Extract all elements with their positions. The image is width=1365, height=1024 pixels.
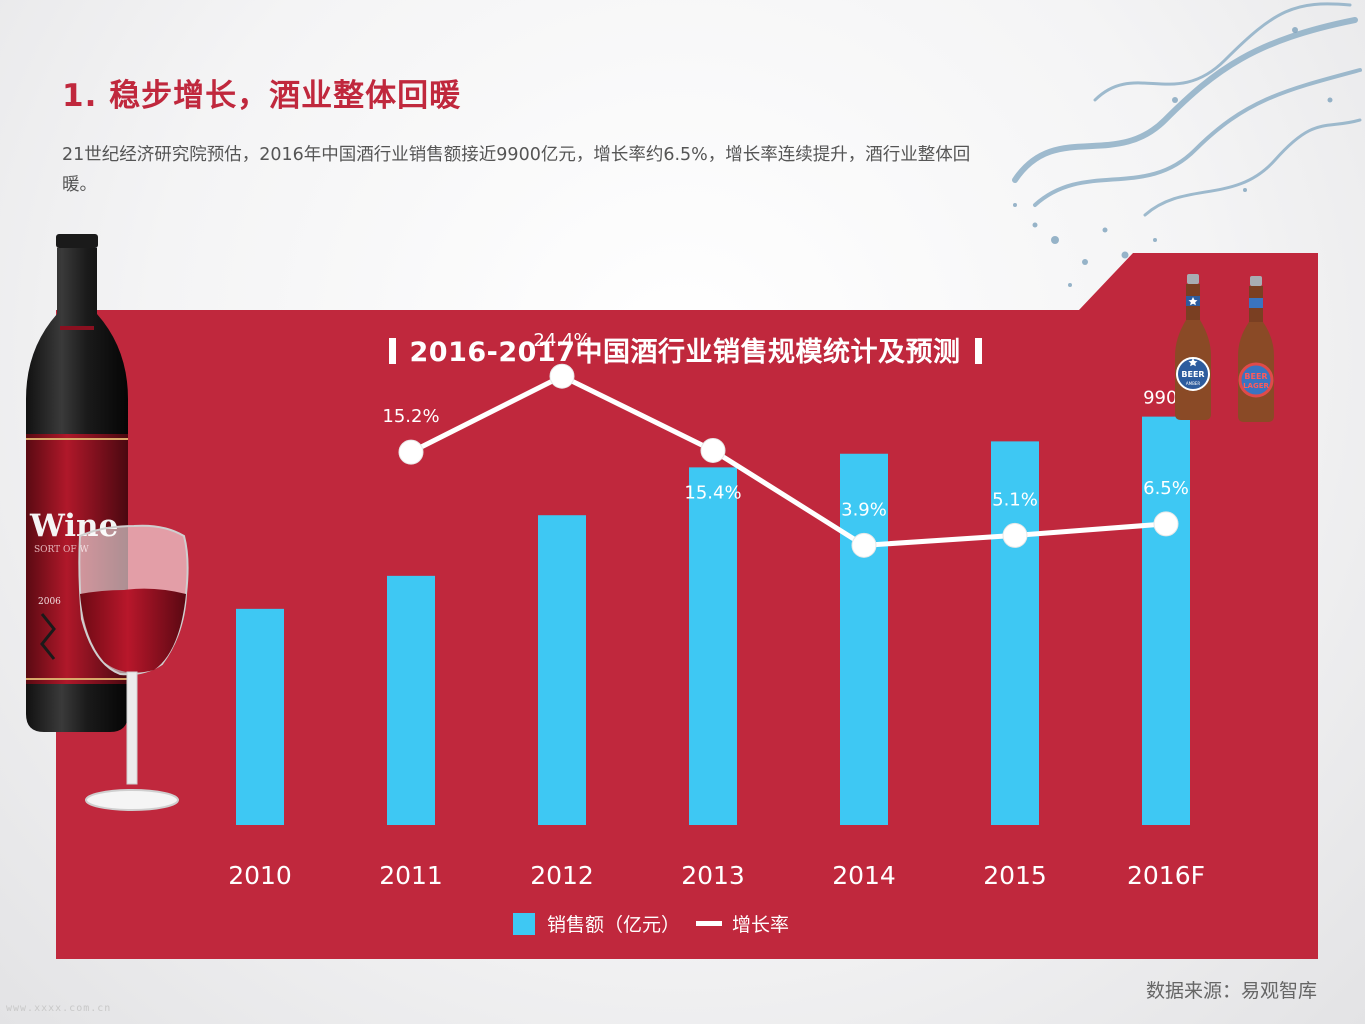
x-tick-2011: 2011 bbox=[379, 861, 443, 890]
watermark: www.xxxx.com.cn bbox=[6, 1003, 112, 1014]
growth-value-label: 5.1% bbox=[992, 489, 1038, 510]
beer1-sublabel: AMBER bbox=[1186, 381, 1200, 386]
page-heading: 1. 稳步增长，酒业整体回暖 bbox=[62, 78, 462, 114]
x-tick-2010: 2010 bbox=[228, 861, 292, 890]
beer2-label: BEER bbox=[1244, 372, 1267, 381]
beer2-sublabel: LAGER bbox=[1243, 382, 1269, 390]
chart-legend: 销售额（亿元） 增长率 bbox=[513, 910, 789, 937]
bar-2010 bbox=[236, 608, 284, 825]
bar-series: 9900 bbox=[236, 388, 1190, 825]
bar-2015 bbox=[991, 441, 1039, 825]
bar-2014 bbox=[840, 453, 888, 825]
growth-line bbox=[409, 373, 1167, 548]
growth-point-2015 bbox=[1002, 522, 1028, 548]
x-tick-2016F: 2016F bbox=[1127, 861, 1205, 890]
x-tick-2012: 2012 bbox=[530, 861, 594, 890]
beer1-label: BEER bbox=[1181, 370, 1204, 379]
chart-title: 2016-2017中国酒行业销售规模统计及预测 bbox=[365, 330, 1005, 369]
legend-bar-label: 销售额（亿元） bbox=[547, 914, 681, 936]
bar-2011 bbox=[387, 575, 435, 825]
growth-point-2013 bbox=[700, 437, 726, 463]
legend-line-swatch bbox=[696, 921, 723, 926]
wine-year: 2006 bbox=[38, 597, 61, 607]
x-axis-ticks: 2010 2011 2012 2013 2014 2015 2016F bbox=[228, 861, 1205, 890]
growth-value-label: 15.2% bbox=[382, 406, 439, 427]
data-source: 数据来源：易观智库 bbox=[1145, 980, 1317, 1002]
x-tick-2015: 2015 bbox=[983, 861, 1047, 890]
growth-point-2016F bbox=[1153, 511, 1179, 537]
water-splash-image bbox=[1012, 2, 1362, 287]
legend-line-label: 增长率 bbox=[732, 914, 790, 936]
growth-point-2012 bbox=[549, 363, 575, 389]
chart-panel bbox=[56, 253, 1318, 959]
growth-point-2014 bbox=[851, 532, 877, 558]
bar-2013 bbox=[689, 467, 737, 825]
wine-sublabel: SORT OF W bbox=[34, 545, 90, 555]
beer-bottles-image: BEER AMBER BEER LAGER bbox=[1175, 274, 1274, 422]
bar-2016F bbox=[1142, 416, 1190, 825]
title-left-marker bbox=[388, 338, 396, 364]
growth-value-label: 6.5% bbox=[1143, 478, 1189, 499]
x-tick-2013: 2013 bbox=[681, 861, 745, 890]
growth-value-label: 3.9% bbox=[841, 499, 887, 520]
title-right-marker bbox=[974, 338, 982, 364]
growth-value-label: 24.4% bbox=[533, 330, 590, 351]
intro-paragraph: 21世纪经济研究院预估，2016年中国酒行业销售额接近9900亿元，增长率约6.… bbox=[62, 145, 971, 195]
legend-bar-swatch bbox=[513, 912, 535, 935]
line-series: 15.2% 24.4% 15.4% 3.9% 5.1% 6.5% bbox=[382, 330, 1189, 558]
growth-point-2011 bbox=[398, 439, 424, 465]
bar-2012 bbox=[538, 515, 586, 825]
growth-value-label: 15.4% bbox=[684, 482, 741, 503]
chart-title-text: 2016-2017中国酒行业销售规模统计及预测 bbox=[409, 337, 961, 368]
wine-bottle-glass-image: Wine SORT OF W 2006 bbox=[26, 234, 189, 811]
x-tick-2014: 2014 bbox=[832, 861, 896, 890]
